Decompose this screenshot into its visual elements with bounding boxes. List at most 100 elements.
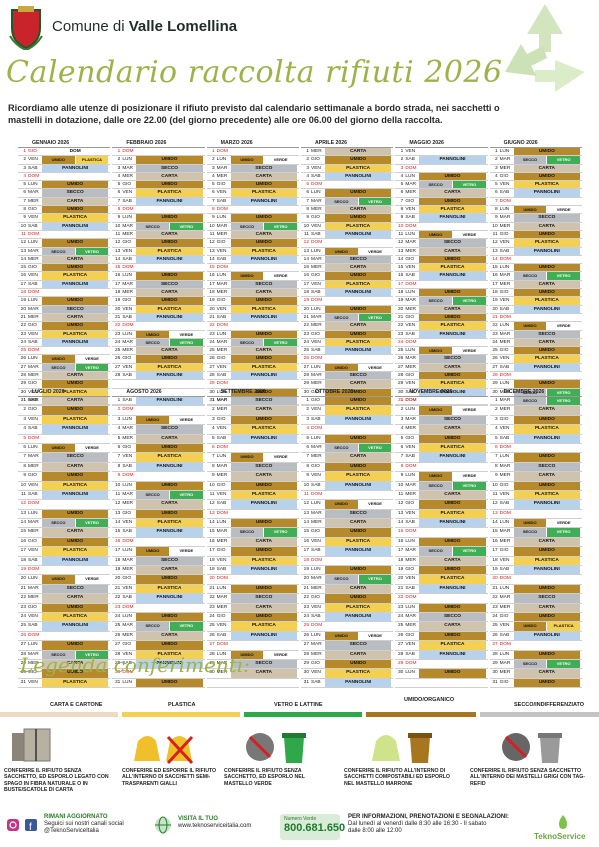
- weekday: VEN: [499, 426, 510, 432]
- weekday: MAR: [216, 660, 228, 666]
- collection-cells: UMIDO: [325, 434, 393, 443]
- collection-cells: PLASTICA: [513, 239, 582, 247]
- day-number: 4: [400, 426, 404, 432]
- day-row: 6 LUN UMIDO VERDE: [18, 443, 111, 454]
- weekday: DOM: [216, 576, 228, 582]
- day-number: 19: [397, 567, 404, 573]
- day-number: 18: [397, 557, 404, 563]
- collection-plastica: PLASTICA: [42, 612, 109, 622]
- weekday: MER: [28, 398, 39, 403]
- instagram-icon[interactable]: [6, 818, 20, 832]
- collection-cells: UMIDO: [513, 453, 582, 462]
- day-number: 9: [400, 473, 404, 479]
- weekday: SAB: [311, 416, 321, 422]
- social-handle[interactable]: @TeknoServiceItalia: [44, 828, 99, 834]
- day-number: 17: [209, 548, 215, 554]
- day-number: 11: [209, 231, 215, 237]
- collection-cells: UMIDO: [42, 603, 110, 612]
- collection-cells: SECCO VETRO: [230, 222, 299, 230]
- day-number: 18: [397, 290, 404, 296]
- collection-pannolini: PANNOLINI: [136, 659, 203, 669]
- weekday: MAR: [405, 416, 416, 422]
- day-number: 23: [209, 604, 215, 610]
- weekday: MAR: [499, 463, 511, 469]
- day-number: 28: [20, 651, 26, 657]
- collection-plastica: PLASTICA: [230, 363, 297, 372]
- weekday: MAR: [122, 281, 133, 287]
- legend-label-umido: UMIDO/ORGANICO: [404, 697, 455, 703]
- collection-cells: UMIDO: [419, 172, 487, 181]
- weekday: SAB: [122, 529, 132, 535]
- day-row: 5 GIO UMIDO: [206, 181, 299, 190]
- collection-cells: PANNOLINI: [230, 434, 299, 443]
- legend-desc-carta: CONFERIRE IL RIFIUTO SENZA SACCHETTO, ED…: [4, 768, 109, 794]
- day-row: 3 GIO UMIDO: [489, 415, 582, 426]
- day-number: 7: [400, 454, 404, 460]
- day-row: 23 MER CARTA: [489, 603, 582, 613]
- collection-cells: CARTA: [136, 500, 204, 509]
- day-row: 30 GIO UMIDO: [18, 669, 111, 679]
- brown-bin-icon: [372, 733, 432, 763]
- weekday: VEN: [122, 585, 133, 591]
- day-row: 13 SAB PANNOLINI: [489, 247, 582, 256]
- collection-cells: CARTA: [513, 406, 582, 415]
- collection-plastica: PLASTICA: [230, 189, 297, 197]
- day-number: 16: [209, 273, 215, 279]
- brand-name: TeknoService: [534, 832, 586, 841]
- day-row: 16 LUN UMIDO: [395, 537, 488, 548]
- day-number: 8: [306, 463, 309, 469]
- phone-box[interactable]: Numero Verde 800.681.650: [280, 814, 345, 840]
- day-number: 24: [209, 339, 215, 345]
- weekday: VEN: [499, 182, 510, 188]
- weekday: DOM: [405, 398, 417, 403]
- collection-umido: UMIDO: [136, 481, 203, 490]
- day-row: 20 SAB PANNOLINI: [489, 305, 582, 314]
- weekday: DOM: [122, 538, 134, 544]
- collection-verde: VERDE: [273, 273, 288, 279]
- day-row: 8 SAB PANNOLINI: [112, 462, 205, 473]
- collection-cells: PANNOLINI: [42, 164, 110, 172]
- facebook-icon[interactable]: f: [24, 818, 38, 832]
- collection-cells: UMIDO VERDE: [136, 415, 204, 425]
- day-row: 3 GIO UMIDO: [206, 415, 299, 426]
- collection-cells: SECCO VETRO: [42, 247, 110, 255]
- collection-cells: UMIDO: [325, 305, 393, 313]
- collection-secco: SECCO: [419, 547, 452, 556]
- collection-umido: UMIDO: [325, 247, 358, 255]
- weekday: DOM: [216, 642, 228, 648]
- weekday: GIO: [122, 240, 132, 246]
- day-number: 11: [304, 491, 309, 497]
- day-row: 6 DOM: [489, 444, 582, 454]
- day-number: 26: [492, 632, 498, 638]
- collection-plastica: PLASTICA: [325, 280, 392, 289]
- collection-carta: CARTA: [136, 347, 203, 355]
- day-number: 5: [117, 182, 121, 188]
- collection-plastica: PLASTICA: [325, 472, 392, 481]
- collection-cells: UMIDO: [42, 380, 110, 388]
- weekday: GIO: [311, 398, 320, 403]
- day-number: 6: [211, 444, 215, 450]
- collection-cells: [514, 372, 582, 379]
- weekday: DOM: [405, 529, 417, 535]
- weekday: DOM: [499, 256, 511, 262]
- weekday: SAB: [216, 198, 227, 204]
- weekday: LUN: [216, 651, 227, 657]
- day-number: 23: [209, 331, 215, 337]
- collection-umido: UMIDO: [513, 612, 580, 622]
- footer: f RIMANI AGGIORNATO Seguici sui nostri c…: [0, 812, 599, 847]
- day-row: 21 GIO UMIDO: [395, 313, 488, 323]
- collection-plastica: PLASTICA: [419, 322, 486, 330]
- day-row: 8 DOM: [206, 206, 299, 215]
- day-number: 31: [303, 679, 309, 685]
- day-row: 30 MER CARTA: [489, 669, 582, 679]
- weekday: VEN: [122, 651, 133, 657]
- collection-vetro: VETRO: [75, 650, 109, 659]
- weekday: GIO: [311, 463, 320, 469]
- weekday: GIO: [28, 604, 37, 610]
- web-url[interactable]: www.teknoserviceitalia.com: [178, 823, 252, 829]
- day-row: 24 MAR SECCO VETRO: [206, 338, 299, 348]
- collection-umido: UMIDO: [230, 330, 297, 338]
- social-title: RIMANI AGGIORNATO: [44, 814, 108, 820]
- day-row: 13 VEN PLASTICA: [206, 247, 299, 256]
- day-row: 20 DOM: [206, 575, 299, 585]
